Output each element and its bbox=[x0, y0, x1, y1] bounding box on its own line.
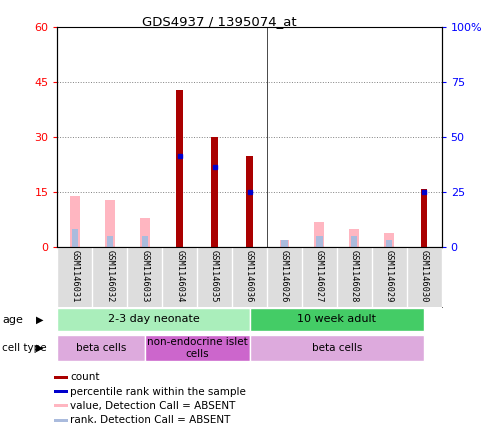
Bar bbox=[386, 240, 392, 247]
Text: GDS4937 / 1395074_at: GDS4937 / 1395074_at bbox=[142, 15, 297, 28]
Bar bbox=[145, 335, 250, 361]
Bar bbox=[247, 156, 252, 247]
Bar bbox=[107, 236, 113, 247]
Text: GSM1146035: GSM1146035 bbox=[210, 250, 219, 303]
Bar bbox=[212, 137, 218, 247]
Text: beta cells: beta cells bbox=[76, 343, 126, 353]
Bar bbox=[54, 376, 67, 379]
Text: 10 week adult: 10 week adult bbox=[297, 314, 376, 324]
Text: value, Detection Call = ABSENT: value, Detection Call = ABSENT bbox=[70, 401, 236, 411]
Text: non-endocrine islet
cells: non-endocrine islet cells bbox=[147, 337, 248, 359]
Bar bbox=[316, 236, 322, 247]
Text: GSM1146030: GSM1146030 bbox=[420, 250, 429, 303]
Bar bbox=[54, 404, 67, 407]
Text: percentile rank within the sample: percentile rank within the sample bbox=[70, 387, 246, 397]
Text: cell type: cell type bbox=[2, 343, 47, 353]
Bar bbox=[351, 236, 357, 247]
Text: ▶: ▶ bbox=[36, 343, 43, 353]
Text: count: count bbox=[70, 372, 100, 382]
Bar bbox=[105, 200, 115, 247]
Bar bbox=[54, 419, 67, 422]
Bar bbox=[140, 218, 150, 247]
Bar bbox=[279, 240, 289, 247]
Bar bbox=[72, 229, 78, 247]
Bar bbox=[70, 196, 80, 247]
Bar bbox=[250, 308, 424, 331]
Text: beta cells: beta cells bbox=[312, 343, 362, 353]
Bar bbox=[142, 236, 148, 247]
Text: rank, Detection Call = ABSENT: rank, Detection Call = ABSENT bbox=[70, 415, 231, 423]
Bar bbox=[54, 390, 67, 393]
Bar bbox=[349, 229, 359, 247]
Bar bbox=[250, 335, 424, 361]
Text: GSM1146033: GSM1146033 bbox=[140, 250, 149, 303]
Bar bbox=[177, 90, 183, 247]
Bar bbox=[384, 233, 394, 247]
Bar bbox=[57, 335, 145, 361]
Text: ▶: ▶ bbox=[36, 315, 43, 325]
Bar bbox=[57, 308, 250, 331]
Text: GSM1146026: GSM1146026 bbox=[280, 250, 289, 303]
Text: 2-3 day neonate: 2-3 day neonate bbox=[108, 314, 199, 324]
Bar bbox=[314, 222, 324, 247]
Bar bbox=[421, 189, 427, 247]
Text: GSM1146028: GSM1146028 bbox=[350, 250, 359, 303]
Text: age: age bbox=[2, 315, 23, 325]
Bar bbox=[281, 240, 287, 247]
Text: GSM1146027: GSM1146027 bbox=[315, 250, 324, 303]
Text: GSM1146032: GSM1146032 bbox=[105, 250, 114, 303]
Bar bbox=[247, 233, 252, 247]
Text: GSM1146034: GSM1146034 bbox=[175, 250, 184, 303]
Text: GSM1146031: GSM1146031 bbox=[70, 250, 79, 303]
Text: GSM1146036: GSM1146036 bbox=[245, 250, 254, 303]
Text: GSM1146029: GSM1146029 bbox=[385, 250, 394, 303]
